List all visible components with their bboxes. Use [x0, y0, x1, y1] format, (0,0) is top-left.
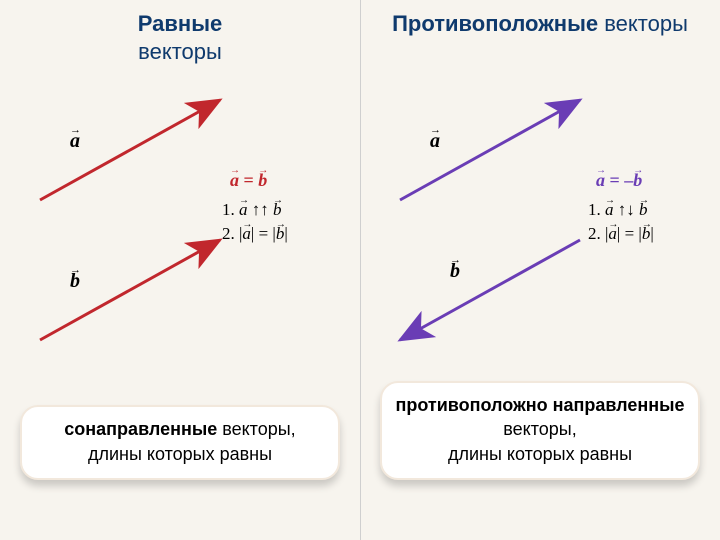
vector-a-label: →a [70, 130, 80, 153]
equal-condition-1: 1. →a ↑↑ →b [222, 200, 282, 220]
equal-equation: →a = →b [230, 170, 267, 191]
opposite-vectors-panel: Противоположные векторы →a →b →a = –→b 1… [360, 0, 720, 540]
vector-b-line [400, 240, 580, 340]
vector-b-label: →b [70, 270, 80, 293]
opposite-heading-regular: векторы [598, 11, 688, 36]
opposite-diagram: →a →b →a = –→b 1. →a ↑↓ →b 2. |→a| = |→b… [360, 80, 720, 380]
equal-condition-2: 2. |→a| = |→b| [222, 224, 288, 244]
opposite-condition-2: 2. |→a| = |→b| [588, 224, 654, 244]
equal-diagram: →a →b →a = →b 1. →a ↑↑ →b 2. |→a| = |→b| [0, 80, 360, 380]
equal-heading: Равные векторы [0, 10, 360, 65]
equal-caption-bold: сонаправленные [64, 419, 217, 439]
vector-a-line [400, 100, 580, 200]
opposite-vectors-svg [360, 80, 720, 380]
vector-b-label: →b [450, 260, 460, 283]
opposite-caption-rest: векторы, [503, 419, 576, 439]
equal-caption-line2: длины которых равны [88, 444, 272, 464]
opposite-caption-line2: длины которых равны [448, 444, 632, 464]
vector-b-line [40, 240, 220, 340]
opposite-condition-1: 1. →a ↑↓ →b [588, 200, 648, 220]
equal-heading-regular: векторы [138, 39, 222, 64]
equal-vectors-panel: Равные векторы →a →b →a = →b 1. →a ↑↑ →b… [0, 0, 360, 540]
opposite-caption: противоположно направленные векторы, дли… [380, 381, 700, 480]
opposite-heading-bold: Противоположные [392, 11, 598, 36]
equal-caption-rest: векторы, [217, 419, 295, 439]
opposite-heading: Противоположные векторы [360, 10, 720, 38]
equal-caption: сонаправленные векторы, длины которых ра… [20, 405, 340, 480]
vector-a-label: →a [430, 130, 440, 153]
equal-vectors-svg [0, 80, 360, 380]
opposite-equation: →a = –→b [596, 170, 642, 191]
equal-heading-bold: Равные [138, 11, 222, 36]
opposite-caption-bold: противоположно направленные [395, 395, 684, 415]
vector-a-line [40, 100, 220, 200]
